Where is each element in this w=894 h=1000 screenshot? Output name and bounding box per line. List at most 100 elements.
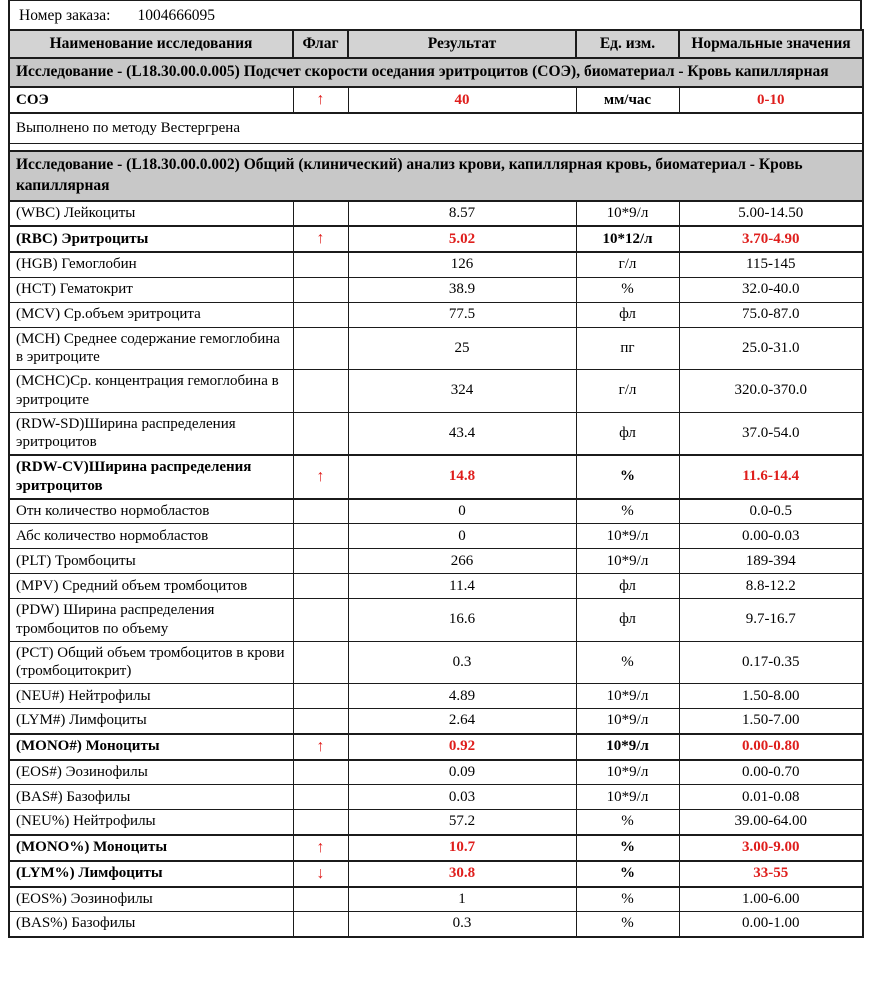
result-value-cell: 0.3 xyxy=(347,911,577,938)
units-cell: % xyxy=(575,859,680,888)
result-row: Абс количество нормобластов 0 10*9/л 0.00-0… xyxy=(8,523,864,550)
units-cell: % xyxy=(575,809,680,836)
result-value-cell: 10.7 xyxy=(347,833,577,862)
units-cell: 10*9/л xyxy=(575,708,680,735)
units-cell: г/л xyxy=(575,251,680,278)
method-note-row: Выполнено по методу Вестергрена xyxy=(8,112,864,144)
col-header-test-name: Наименование исследования xyxy=(8,29,294,59)
units-cell: 10*9/л xyxy=(575,683,680,710)
result-value-cell: 266 xyxy=(347,548,577,575)
units-cell: 10*9/л xyxy=(575,523,680,550)
normal-range-cell: 0-10 xyxy=(678,85,864,114)
result-value-cell: 38.9 xyxy=(347,276,577,303)
result-row: (MCHC)Ср. концентрация гемоглобина в эри… xyxy=(8,369,864,413)
test-name-cell: (WBC) Лейкоциты xyxy=(8,200,294,227)
test-name-cell: (HCT) Гематокрит xyxy=(8,276,294,303)
normal-range-cell: 39.00-64.00 xyxy=(678,809,864,836)
section-header-row: Исследование - (L18.30.00.0.005) Подсчет… xyxy=(8,57,864,88)
test-name-cell: (PCT) Общий объем тромбоцитов в крови (т… xyxy=(8,640,294,685)
flag-cell xyxy=(292,498,349,525)
result-row: (BAS%) Базофилы 0.3% 0.00-1.00 xyxy=(8,911,864,938)
result-row: (EOS#) Эозинофилы 0.09 10*9/л 0.00-0.70 xyxy=(8,759,864,786)
result-value-cell: 43.4 xyxy=(347,411,577,456)
section-header-row: Исследование - (L18.30.00.0.002) Общий (… xyxy=(8,150,864,203)
result-row: (EOS%) Эозинофилы 1% 1.00-6.00 xyxy=(8,886,864,913)
result-value-cell: 2.64 xyxy=(347,708,577,735)
flag-cell xyxy=(292,640,349,685)
test-name-cell: (PLT) Тромбоциты xyxy=(8,548,294,575)
result-value-cell: 25 xyxy=(347,326,577,371)
result-value-cell: 57.2 xyxy=(347,809,577,836)
test-name-cell: (MCHC)Ср. концентрация гемоглобина в эри… xyxy=(8,369,294,413)
units-cell: % xyxy=(575,454,680,500)
normal-range-cell: 5.00-14.50 xyxy=(678,200,864,227)
normal-range-cell: 0.00-0.03 xyxy=(678,523,864,550)
flag-cell xyxy=(292,276,349,303)
normal-range-cell: 189-394 xyxy=(678,548,864,575)
units-cell: фл xyxy=(575,411,680,456)
result-value-cell: 11.4 xyxy=(347,573,577,600)
test-name-cell: (EOS%) Эозинофилы xyxy=(8,886,294,913)
test-name-cell: СОЭ xyxy=(8,85,294,114)
result-value-cell: 16.6 xyxy=(347,598,577,642)
units-cell: 10*9/л xyxy=(575,784,680,811)
result-value-cell: 8.57 xyxy=(347,200,577,227)
result-row: (RDW-SD)Ширина распределения эритроцитов… xyxy=(8,411,864,456)
normal-range-cell: 33-55 xyxy=(678,859,864,888)
normal-range-cell: 0.17-0.35 xyxy=(678,640,864,685)
flag-up-arrow-icon: ↑ xyxy=(292,85,349,114)
result-row: (LYM%) Лимфоциты ↓ 30.8% 33-55 xyxy=(8,859,864,888)
normal-range-cell: 75.0-87.0 xyxy=(678,301,864,328)
flag-cell xyxy=(292,598,349,642)
result-value-cell: 0 xyxy=(347,498,577,525)
flag-up-arrow-icon: ↑ xyxy=(292,454,349,500)
test-name-cell: (MCV) Ср.объем эритроцита xyxy=(8,301,294,328)
units-cell: 10*9/л xyxy=(575,548,680,575)
units-cell: % xyxy=(575,276,680,303)
result-row: Отн количество нормобластов 0% 0.0-0.5 xyxy=(8,498,864,525)
result-row: (WBC) Лейкоциты 8.57 10*9/л 5.00-14.50 xyxy=(8,200,864,227)
flag-down-arrow-icon: ↓ xyxy=(292,859,349,888)
flag-cell xyxy=(292,683,349,710)
flag-cell xyxy=(292,548,349,575)
units-cell: мм/час xyxy=(575,85,680,114)
test-name-cell: (LYM%) Лимфоциты xyxy=(8,859,294,888)
result-row: (BAS#) Базофилы 0.03 10*9/л 0.01-0.08 xyxy=(8,784,864,811)
result-row: (HCT) Гематокрит 38.9% 32.0-40.0 xyxy=(8,276,864,303)
flag-cell xyxy=(292,573,349,600)
result-value-cell: 0 xyxy=(347,523,577,550)
flag-cell xyxy=(292,326,349,371)
units-cell: % xyxy=(575,886,680,913)
section-header-title: Исследование - (L18.30.00.0.005) Подсчет… xyxy=(8,57,864,88)
normal-range-cell: 3.00-9.00 xyxy=(678,833,864,862)
result-value-cell: 40 xyxy=(347,85,577,114)
result-row: (MONO#) Моноциты ↑ 0.92 10*9/л 0.00-0.80 xyxy=(8,732,864,761)
flag-cell xyxy=(292,369,349,413)
normal-range-cell: 0.00-1.00 xyxy=(678,911,864,938)
result-value-cell: 0.92 xyxy=(347,732,577,761)
results-table-header: Наименование исследования Флаг Результат… xyxy=(8,29,864,59)
units-cell: % xyxy=(575,498,680,525)
lab-report-document: Номер заказа: 1004666095 Наименование исс… xyxy=(8,0,864,938)
units-cell: фл xyxy=(575,573,680,600)
normal-range-cell: 11.6-14.4 xyxy=(678,454,864,500)
normal-range-cell: 3.70-4.90 xyxy=(678,225,864,254)
result-value-cell: 5.02 xyxy=(347,225,577,254)
units-cell: % xyxy=(575,640,680,685)
col-header-flag: Флаг xyxy=(292,29,349,59)
normal-range-cell: 0.00-0.70 xyxy=(678,759,864,786)
test-name-cell: (MONO%) Моноциты xyxy=(8,833,294,862)
test-name-cell: (RDW-CV)Ширина распределения эритроцитов xyxy=(8,454,294,500)
normal-range-cell: 1.50-7.00 xyxy=(678,708,864,735)
order-number-value: 1004666095 xyxy=(137,7,215,24)
result-value-cell: 0.09 xyxy=(347,759,577,786)
units-cell: 10*9/л xyxy=(575,200,680,227)
normal-range-cell: 1.00-6.00 xyxy=(678,886,864,913)
flag-cell xyxy=(292,251,349,278)
lab-results-table: Наименование исследования Флаг Результат… xyxy=(8,29,864,938)
result-row: (NEU%) Нейтрофилы 57.2% 39.00-64.00 xyxy=(8,809,864,836)
flag-cell xyxy=(292,809,349,836)
normal-range-cell: 25.0-31.0 xyxy=(678,326,864,371)
order-number-label: Номер заказа: xyxy=(19,7,111,24)
test-name-cell: (NEU#) Нейтрофилы xyxy=(8,683,294,710)
